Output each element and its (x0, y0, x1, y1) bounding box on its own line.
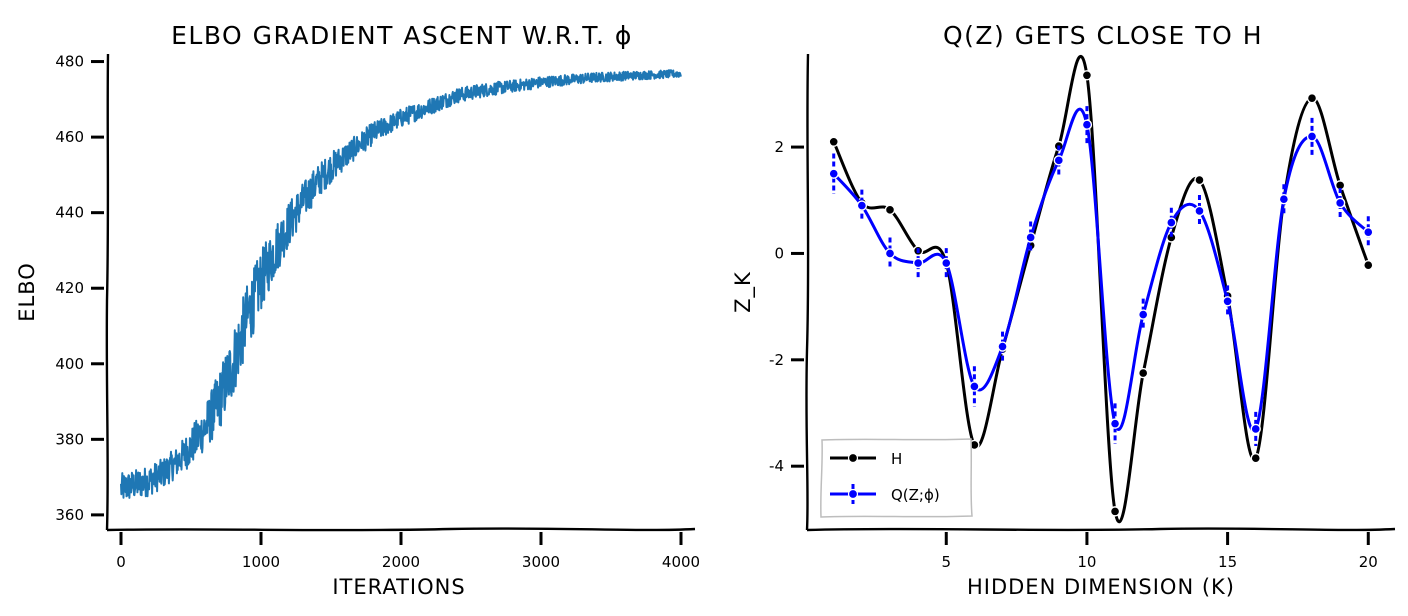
point-q (941, 257, 952, 269)
chart-hidden-dimension: Q(Z) GETS CLOSE TO H -4 -2 0 2 5 10 15 20 HIDD… (731, 21, 1396, 599)
chart-title-elbo: ELBO GRADIENT ASCENT W.R.T. ϕ (171, 21, 633, 50)
y-tick-label: 400 (55, 355, 84, 373)
point-q (1334, 197, 1346, 209)
point-q (1138, 309, 1149, 320)
series-line-q (832, 107, 1370, 433)
point-q (1166, 217, 1177, 228)
point-q (1278, 193, 1290, 205)
series-q (828, 106, 1374, 446)
point-h (1081, 70, 1093, 81)
x-axis-spine-q-z (806, 527, 1396, 532)
chart-elbo: ELBO GRADIENT ASCENT W.R.T. ϕ 360 380 400 4… (15, 21, 700, 599)
x-tick-label: 4000 (662, 553, 700, 571)
y-axis-label-q-z: Z_K (731, 271, 756, 313)
y-ticks-elbo: 360 380 400 420 440 460 480 (55, 53, 104, 524)
y-tick-label: 480 (55, 53, 84, 71)
point-h (1194, 174, 1205, 186)
point-h (1250, 453, 1261, 464)
point-q (969, 381, 980, 392)
x-axis-label-q-z: HIDDEN DIMENSION (K) (967, 575, 1235, 599)
y-tick-label: 0 (774, 244, 784, 262)
y-tick-label: 420 (55, 279, 84, 297)
x-tick-label: 5 (941, 553, 951, 571)
x-tick-label: 3000 (522, 553, 560, 571)
legend-label-q: Q(Z;ϕ) (891, 486, 940, 504)
point-q (1194, 205, 1205, 217)
point-q (856, 200, 868, 211)
x-axis-spine-elbo (106, 527, 696, 532)
plot-area-elbo (120, 69, 682, 499)
y-tick-label: 2 (774, 138, 784, 156)
x-tick-label: 2000 (382, 553, 420, 571)
x-axis-label-elbo: ITERATIONS (332, 575, 465, 599)
y-tick-label: -2 (769, 351, 784, 369)
point-h (1363, 259, 1374, 271)
point-h (1138, 367, 1149, 379)
point-h (1306, 92, 1318, 104)
point-q (1025, 232, 1036, 243)
x-ticks-elbo: 0 1000 2000 3000 4000 (116, 532, 700, 571)
x-tick-label: 20 (1359, 553, 1378, 571)
point-q (1109, 418, 1121, 429)
y-tick-label: 380 (55, 430, 84, 448)
x-tick-label: 10 (1077, 553, 1096, 571)
point-q (828, 168, 839, 179)
point-h (828, 136, 839, 147)
y-tick-label: -4 (769, 457, 784, 475)
y-axis-spine-q-z (805, 53, 810, 531)
legend-item-q: Q(Z;ϕ) (830, 484, 940, 504)
point-q (1222, 296, 1233, 307)
y-axis-spine-elbo (105, 53, 110, 531)
x-tick-label: 1000 (242, 553, 280, 571)
series-line-elbo (120, 69, 682, 499)
point-q (1363, 226, 1374, 238)
y-ticks-q-z: -4 -2 0 2 (769, 138, 804, 475)
chart-title-q-z: Q(Z) GETS CLOSE TO H (943, 21, 1263, 50)
point-q (912, 257, 924, 269)
point-q (1081, 119, 1093, 130)
plot-area-q-z (828, 54, 1374, 524)
point-q (997, 341, 1008, 352)
y-tick-label: 460 (55, 128, 84, 146)
legend-marker-h (847, 452, 859, 464)
point-q (1250, 423, 1261, 435)
point-h (884, 204, 896, 216)
y-axis-label-elbo: ELBO (15, 262, 39, 322)
x-tick-label: 15 (1218, 553, 1237, 571)
y-tick-label: 440 (55, 204, 84, 222)
point-h (1109, 506, 1121, 517)
legend-label-h: H (891, 450, 902, 468)
x-ticks-q-z: 5 10 15 20 (941, 532, 1378, 571)
y-tick-label: 360 (55, 506, 84, 524)
point-q (884, 248, 896, 259)
legend-marker-q (847, 488, 859, 500)
x-tick-label: 0 (116, 553, 126, 571)
legend: H Q(Z;ϕ) (820, 438, 973, 518)
point-q (1053, 155, 1064, 166)
legend-item-h: H (830, 450, 902, 468)
point-q (1306, 131, 1318, 142)
